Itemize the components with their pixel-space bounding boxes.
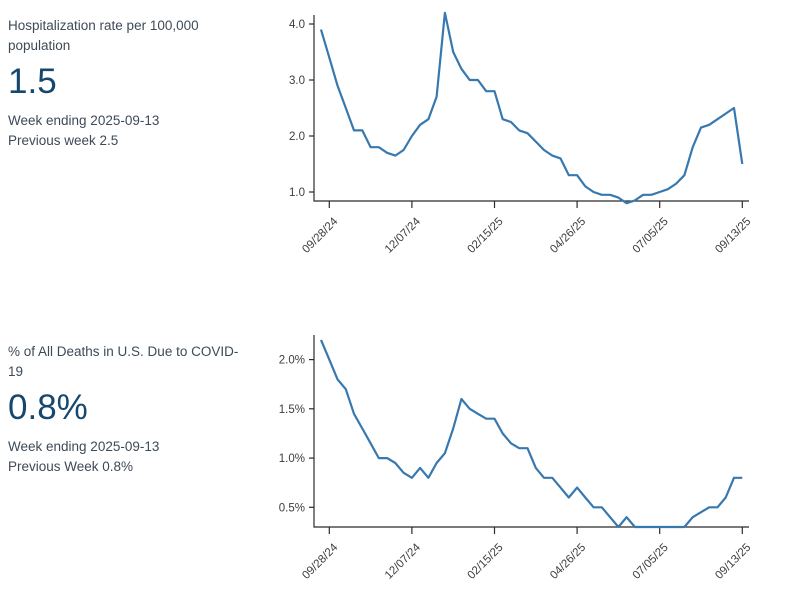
metric-value: 1.5 xyxy=(8,61,57,101)
x-tick-label: 04/26/25 xyxy=(548,216,588,256)
x-tick-label: 09/28/24 xyxy=(300,215,341,256)
metric-value: 0.8% xyxy=(8,387,88,427)
x-tick-label: 09/13/25 xyxy=(713,216,753,256)
x-tick-label: 12/07/24 xyxy=(383,541,424,582)
x-tick-label: 02/15/25 xyxy=(465,542,505,582)
metric-title: Hospitalization rate per 100,000 populat… xyxy=(8,18,199,54)
metric-week-ending: Week ending 2025-09-13 xyxy=(8,438,160,454)
deaths-percent-metric: % of All Deaths in U.S. Due to COVID-19 … xyxy=(8,342,240,478)
x-tick-label: 04/26/25 xyxy=(548,542,588,582)
x-tick-label: 09/28/24 xyxy=(300,541,341,582)
x-tick-label: 02/15/25 xyxy=(465,216,505,256)
deaths-percent-chart[interactable]: 2.0% 1.5% 1.0% 0.5% 09/28/24 12/07/24 02/15/25… xyxy=(279,320,788,597)
x-tick-label: 12/07/24 xyxy=(383,215,424,256)
x-tick-label: 07/05/25 xyxy=(631,216,671,256)
trend-line xyxy=(319,11,744,205)
metric-week-ending: Week ending 2025-09-13 xyxy=(8,112,160,128)
y-tick-label: 1.5% xyxy=(279,404,305,416)
metric-title: % of All Deaths in U.S. Due to COVID-19 xyxy=(8,344,239,380)
hospitalization-rate-chart[interactable]: 4.0 3.0 2.0 1.0 09/28/24 12/07/24 02/15/25 04/2… xyxy=(280,0,788,300)
y-tick-label: 4.0 xyxy=(289,19,305,31)
metric-previous: Previous week 2.5 xyxy=(8,133,119,149)
metric-previous: Previous Week 0.8% xyxy=(8,459,134,475)
y-tick-label: 2.0 xyxy=(289,131,305,143)
x-tick-label: 07/05/25 xyxy=(631,542,671,582)
y-tick-label: 1.0 xyxy=(289,187,305,199)
y-tick-label: 3.0 xyxy=(289,75,305,87)
y-tick-label: 0.5% xyxy=(279,502,305,514)
y-tick-label: 2.0% xyxy=(279,355,305,367)
x-tick-label: 09/13/25 xyxy=(713,542,753,582)
y-tick-label: 1.0% xyxy=(279,453,305,465)
hospitalization-metric: Hospitalization rate per 100,000 populat… xyxy=(8,16,240,152)
axes xyxy=(313,335,749,528)
axes xyxy=(313,15,749,202)
trend-line xyxy=(319,339,743,529)
